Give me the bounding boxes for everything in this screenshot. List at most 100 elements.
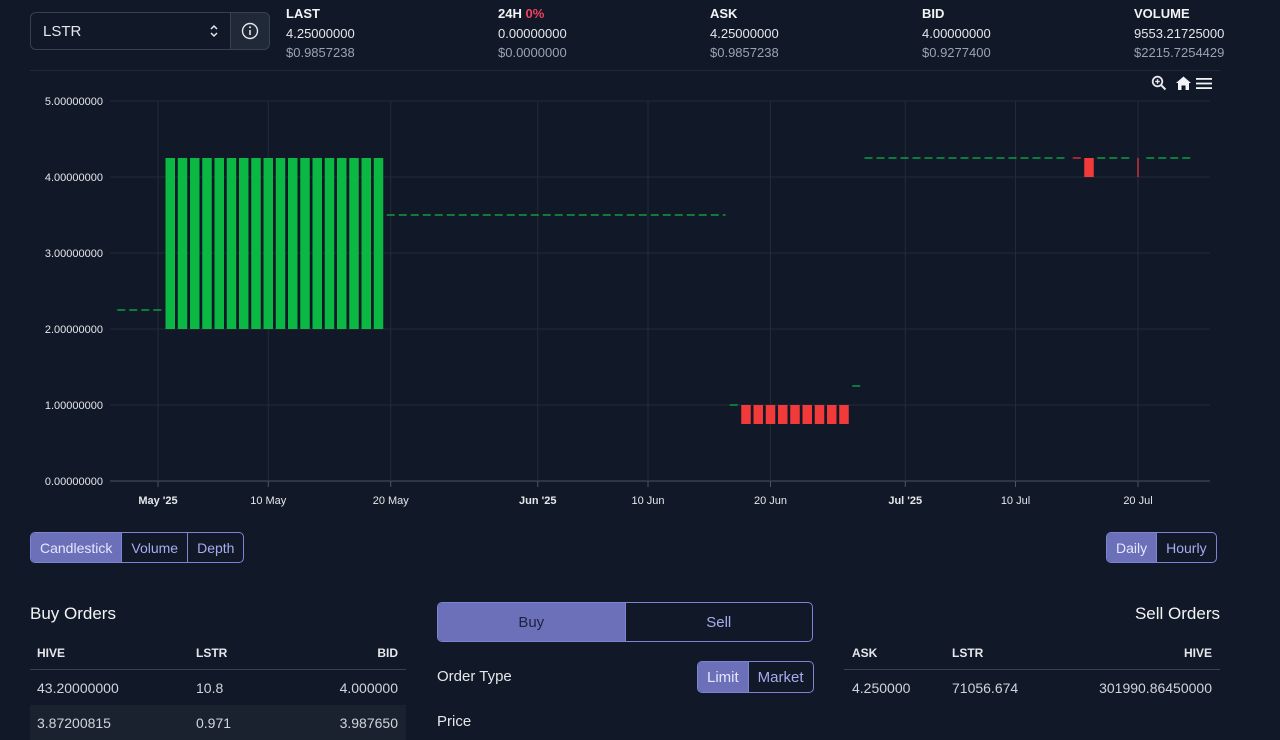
y-axis: 0.00000000 1.00000000 2.00000000 3.00000000…	[45, 96, 103, 488]
candle	[349, 158, 359, 329]
y-tick-label: 5.00000000	[45, 96, 103, 108]
price-label: Price	[437, 713, 472, 730]
stat-ask-label: ASK	[710, 6, 738, 21]
candle	[753, 405, 763, 424]
stat-24h: 24H 0% 0.00000000 $0.0000000	[498, 4, 567, 63]
candle	[312, 158, 322, 329]
sell-tab[interactable]: Sell	[624, 603, 813, 641]
stat-last-label: LAST	[286, 6, 320, 21]
stat-24h-label: 24H	[498, 6, 522, 21]
y-tick-label: 2.00000000	[45, 324, 103, 336]
table-row[interactable]: 4.250000 71056.674 301990.86450000	[844, 670, 1220, 705]
buy-row-bid: 4.000000	[339, 680, 398, 696]
buy-row-hive: 43.20000000	[37, 680, 119, 696]
candle	[361, 158, 371, 329]
chart-type-toggle: Candlestick Volume Depth	[30, 532, 245, 563]
sell-header-divider	[844, 669, 1220, 670]
buy-orders-title: Buy Orders	[30, 604, 116, 623]
candle	[373, 158, 384, 329]
sell-row-hive: 301990.86450000	[1099, 680, 1212, 696]
info-icon	[241, 22, 259, 40]
interval-toggle: Daily Hourly	[1106, 532, 1217, 563]
order-type-market[interactable]: Market	[757, 668, 804, 686]
flat-candles	[117, 157, 1191, 406]
buy-col-hive: HIVE	[37, 646, 66, 660]
sell-row-lstr: 71056.674	[952, 680, 1019, 696]
header-divider	[30, 70, 1220, 71]
stat-ask-usd: $0.9857238	[710, 45, 779, 60]
tab-volume[interactable]: Volume	[122, 533, 189, 562]
order-type-limit[interactable]: Limit	[698, 662, 749, 692]
stat-24h-pct: 0%	[525, 6, 545, 21]
sell-col-lstr: LSTR	[952, 646, 984, 660]
candle	[337, 158, 347, 329]
x-axis: May '25 10 May 20 May Jun '25 10 Jun 20 Jun Ju…	[138, 495, 1152, 507]
candle	[190, 158, 200, 329]
price-chart[interactable]: 0.00000000 1.00000000 2.00000000 3.00000000…	[0, 72, 1280, 512]
sell-orders-title: Sell Orders	[1134, 604, 1220, 623]
candle	[802, 405, 812, 424]
stat-volume-usd: $2215.7254429	[1134, 45, 1225, 60]
candle	[275, 158, 286, 329]
menu-icon[interactable]	[1196, 77, 1212, 90]
stat-bid-value: 4.00000000	[922, 25, 991, 41]
x-tick-label: May '25	[138, 495, 177, 507]
candle	[741, 405, 751, 424]
candle	[214, 158, 224, 329]
buy-tab[interactable]: Buy	[438, 603, 625, 641]
candle	[778, 405, 788, 424]
sell-row-ask: 4.250000	[852, 680, 911, 696]
stat-volume-value: 9553.21725000	[1134, 25, 1225, 41]
candle	[251, 158, 261, 329]
y-tick-label: 1.00000000	[45, 400, 103, 412]
stat-bid-usd: $0.9277400	[922, 45, 991, 60]
order-type-toggle: Limit Market	[697, 661, 814, 693]
info-button[interactable]	[230, 12, 270, 50]
buy-col-bid: BID	[377, 646, 398, 660]
x-tick-label: Jul '25	[888, 495, 922, 507]
home-icon[interactable]	[1175, 75, 1192, 91]
token-select-value: LSTR	[43, 22, 82, 40]
buy-row-hive: 3.87200815	[37, 715, 111, 731]
tab-hourly[interactable]: Hourly	[1166, 539, 1207, 556]
x-tick-label: 20 May	[373, 495, 410, 507]
y-tick-label: 4.00000000	[45, 172, 103, 184]
sell-col-hive: HIVE	[1183, 646, 1212, 660]
stat-bid: BID 4.00000000 $0.9277400	[922, 4, 991, 63]
token-select[interactable]: LSTR	[30, 12, 230, 50]
buy-header-divider	[30, 669, 406, 670]
x-tick-label: 10 Jul	[1001, 495, 1030, 507]
y-tick-label: 3.00000000	[45, 248, 103, 260]
buy-row-lstr: 0.971	[196, 715, 232, 731]
tab-depth[interactable]: Depth	[197, 539, 235, 556]
stat-volume: VOLUME 9553.21725000 $2215.7254429	[1134, 4, 1224, 63]
x-tick-label: Jun '25	[519, 495, 556, 507]
x-tick-label: 10 May	[250, 495, 287, 507]
x-tick-label: 20 Jul	[1123, 495, 1152, 507]
stat-bid-label: BID	[922, 6, 945, 21]
candle	[239, 158, 249, 329]
candle	[827, 405, 837, 424]
candle	[790, 405, 800, 424]
tab-daily[interactable]: Daily	[1107, 533, 1158, 562]
side-toggle: Buy Sell	[437, 602, 813, 642]
candle	[814, 405, 825, 424]
table-row[interactable]: 3.87200815 0.971 3.987650	[30, 705, 406, 740]
zoom-icon[interactable]	[1151, 75, 1167, 91]
tab-candlestick[interactable]: Candlestick	[31, 533, 123, 562]
stat-last: LAST 4.25000000 $0.9857238	[286, 4, 355, 63]
candle	[765, 405, 776, 424]
y-tick-label: 0.00000000	[45, 476, 103, 488]
buy-col-lstr: LSTR	[196, 646, 228, 660]
order-type-label: Order Type	[437, 668, 512, 685]
candle	[300, 158, 310, 329]
chart-grid	[110, 100, 1210, 487]
table-row[interactable]: 43.20000000 10.8 4.000000	[30, 670, 406, 705]
stat-ask: ASK 4.25000000 $0.9857238	[710, 4, 779, 63]
candle	[263, 158, 273, 329]
stat-24h-usd: $0.0000000	[498, 45, 567, 60]
stat-24h-value: 0.00000000	[498, 25, 567, 41]
x-tick-label: 20 Jun	[754, 495, 787, 507]
candle	[226, 158, 237, 329]
buy-row-lstr: 10.8	[196, 680, 224, 696]
